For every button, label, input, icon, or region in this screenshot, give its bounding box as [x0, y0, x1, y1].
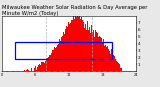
Bar: [49, 55, 50, 71]
Bar: [88, 30, 89, 71]
Bar: [63, 32, 64, 71]
Bar: [120, 68, 121, 71]
Bar: [109, 51, 110, 71]
Bar: [74, 19, 75, 71]
Bar: [100, 37, 101, 71]
Bar: [59, 39, 60, 71]
Bar: [43, 62, 44, 71]
Bar: [113, 55, 114, 71]
Bar: [66, 26, 67, 71]
Text: Milwaukee Weather Solar Radiation & Day Average per Minute W/m2 (Today): Milwaukee Weather Solar Radiation & Day …: [2, 5, 147, 16]
Bar: [117, 62, 118, 71]
Bar: [96, 32, 97, 71]
Bar: [71, 20, 72, 71]
Bar: [15, 42, 112, 59]
Bar: [79, 16, 80, 71]
Bar: [38, 65, 39, 71]
Bar: [91, 25, 92, 71]
Bar: [78, 17, 79, 71]
Bar: [55, 48, 56, 71]
Bar: [103, 39, 104, 71]
Bar: [105, 45, 106, 71]
Bar: [48, 57, 49, 71]
Bar: [51, 53, 52, 71]
Bar: [61, 37, 62, 71]
Bar: [34, 68, 35, 71]
Bar: [53, 50, 54, 71]
Bar: [28, 70, 29, 71]
Bar: [76, 17, 77, 71]
Bar: [72, 20, 73, 71]
Bar: [37, 67, 38, 71]
Bar: [97, 33, 98, 71]
Bar: [108, 49, 109, 71]
Bar: [27, 69, 28, 71]
Bar: [85, 24, 86, 71]
Bar: [106, 47, 107, 71]
Bar: [40, 65, 41, 71]
Bar: [41, 62, 42, 71]
Bar: [111, 49, 112, 71]
Bar: [75, 16, 76, 71]
Bar: [77, 16, 78, 71]
Bar: [95, 30, 96, 71]
Bar: [98, 37, 99, 71]
Bar: [83, 22, 84, 71]
Bar: [107, 46, 108, 71]
Bar: [119, 64, 120, 71]
Bar: [92, 32, 93, 71]
Bar: [80, 19, 81, 71]
Bar: [31, 68, 32, 71]
Bar: [52, 50, 53, 71]
Bar: [44, 63, 45, 71]
Bar: [81, 17, 82, 71]
Bar: [56, 47, 57, 71]
Bar: [54, 47, 55, 71]
Bar: [60, 41, 61, 71]
Bar: [45, 61, 46, 71]
Bar: [26, 70, 27, 71]
Bar: [57, 45, 58, 71]
Bar: [42, 62, 43, 71]
Bar: [116, 61, 117, 71]
Bar: [114, 56, 115, 71]
Bar: [46, 58, 47, 71]
Bar: [115, 59, 116, 71]
Bar: [87, 21, 88, 71]
Bar: [24, 70, 25, 71]
Bar: [121, 68, 122, 71]
Bar: [65, 29, 66, 71]
Bar: [70, 23, 71, 71]
Bar: [62, 36, 63, 71]
Bar: [50, 55, 51, 71]
Bar: [99, 36, 100, 71]
Bar: [64, 34, 65, 71]
Bar: [36, 70, 37, 71]
Bar: [82, 20, 83, 71]
Bar: [35, 66, 36, 71]
Bar: [73, 16, 74, 71]
Bar: [58, 44, 59, 71]
Bar: [94, 37, 95, 71]
Bar: [67, 27, 68, 71]
Bar: [90, 33, 91, 71]
Bar: [89, 27, 90, 71]
Bar: [101, 38, 102, 71]
Bar: [84, 28, 85, 71]
Bar: [118, 63, 119, 71]
Bar: [110, 54, 111, 71]
Bar: [69, 24, 70, 71]
Bar: [102, 42, 103, 71]
Bar: [112, 54, 113, 71]
Bar: [47, 58, 48, 71]
Bar: [86, 30, 87, 71]
Bar: [39, 64, 40, 71]
Bar: [93, 30, 94, 71]
Bar: [68, 22, 69, 71]
Bar: [104, 46, 105, 71]
